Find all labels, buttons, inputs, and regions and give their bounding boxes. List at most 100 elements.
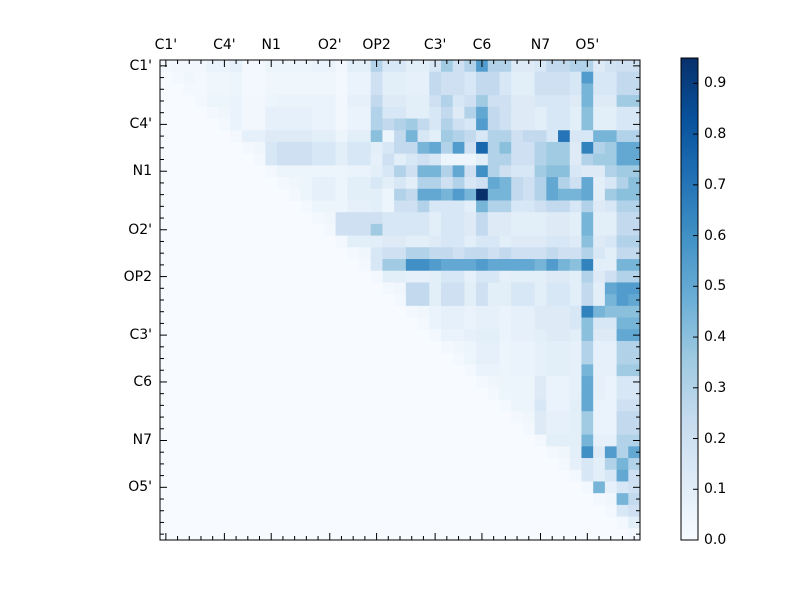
heatmap-cell [452,352,465,365]
heatmap-cell [241,106,255,119]
heatmap-cell [476,153,489,166]
heatmap-cell [628,247,641,260]
heatmap-cell [452,340,465,354]
heatmap-cell [628,458,641,471]
heatmap-cell [417,188,430,201]
heatmap-cell [511,200,524,213]
heatmap-cell [616,493,629,506]
heatmap-cell [499,71,512,84]
heatmap-cell [558,106,571,119]
heatmap-cell [546,259,559,272]
heatmap-cell [616,364,629,377]
heatmap-cell [394,118,407,131]
heatmap-cell [628,200,641,213]
heatmap-cell [277,177,290,190]
heatmap-cell [382,95,395,108]
heatmap-cell [534,83,547,96]
heatmap-cell [628,387,641,400]
heatmap-cell [558,364,571,377]
heatmap-cell [452,177,465,190]
heatmap-cell [511,95,524,108]
heatmap-cell [452,130,465,143]
heatmap-cell [452,141,465,155]
heatmap-cell [394,153,407,166]
heatmap-cell [616,329,629,342]
heatmap-cell [452,235,465,248]
heatmap-cell [370,130,383,143]
heatmap-cell [511,177,524,190]
heatmap-cell [511,270,524,283]
heatmap-cell [569,118,582,131]
heatmap-cell [206,60,219,73]
heatmap-cell [300,177,313,190]
heatmap-cell [323,130,337,143]
heatmap-cell [593,141,606,155]
heatmap-cell [347,141,360,155]
heatmap-cell [558,95,571,108]
heatmap-cell [581,422,594,436]
heatmap-cell [558,83,571,96]
heatmap-cell [288,141,301,155]
heatmap-cell [499,329,512,342]
heatmap-cell [499,305,512,318]
heatmap-cell [487,235,500,248]
heatmap-cell [476,317,489,330]
heatmap-cell [558,165,571,178]
heatmap-cell [300,141,313,155]
heatmap-cell [546,95,559,108]
heatmap-cell [347,95,360,108]
heatmap-cell [546,387,559,400]
heatmap-cell [347,223,360,237]
heatmap-cell [616,200,629,213]
heatmap-cell [616,106,629,119]
heatmap-cell [534,376,547,389]
heatmap-cell [464,329,477,342]
heatmap-cell [534,223,547,237]
heatmap-cell [312,165,325,178]
heatmap-cell [499,141,512,155]
heatmap-cell [628,422,641,436]
heatmap-cell [394,223,407,237]
heatmap-cell [405,259,418,272]
heatmap-cell [288,188,301,201]
heatmap-cell [499,282,512,295]
heatmap-cell [195,71,208,84]
heatmap-cell [452,200,465,213]
heatmap-cell [464,340,477,354]
heatmap-cell [241,141,255,155]
heatmap-cell [476,83,489,96]
heatmap-cell [604,60,617,73]
heatmap-cell [581,177,594,190]
heatmap-cell [476,130,489,143]
heatmap-cell [511,317,524,330]
heatmap-cell [382,130,395,143]
heatmap-cell [593,223,606,237]
heatmap-cell [487,83,500,96]
heatmap-cell [522,352,536,365]
heatmap-cell [382,282,395,295]
heatmap-cell [511,71,524,84]
heatmap-cell [300,118,313,131]
heatmap-cell [511,329,524,342]
heatmap-cell [546,247,559,260]
heatmap-cell [370,235,383,248]
heatmap-cell [487,317,500,330]
heatmap-cell [382,259,395,272]
heatmap-cell [405,247,418,260]
heatmap-cell [581,235,594,248]
heatmap-cell [499,153,512,166]
heatmap-cell [312,177,325,190]
heatmap-cell [616,376,629,389]
heatmap-cell [581,270,594,283]
heatmap-cell [487,165,500,178]
heatmap-cell [452,95,465,108]
heatmap-cell [593,83,606,96]
heatmap-cell [604,387,617,400]
heatmap-cell [335,235,348,248]
heatmap-cell [569,282,582,295]
heatmap-cell [522,188,536,201]
heatmap-cell [440,188,454,201]
heatmap-cell [581,95,594,108]
heatmap-cell [405,235,418,248]
heatmap-cell [323,200,337,213]
